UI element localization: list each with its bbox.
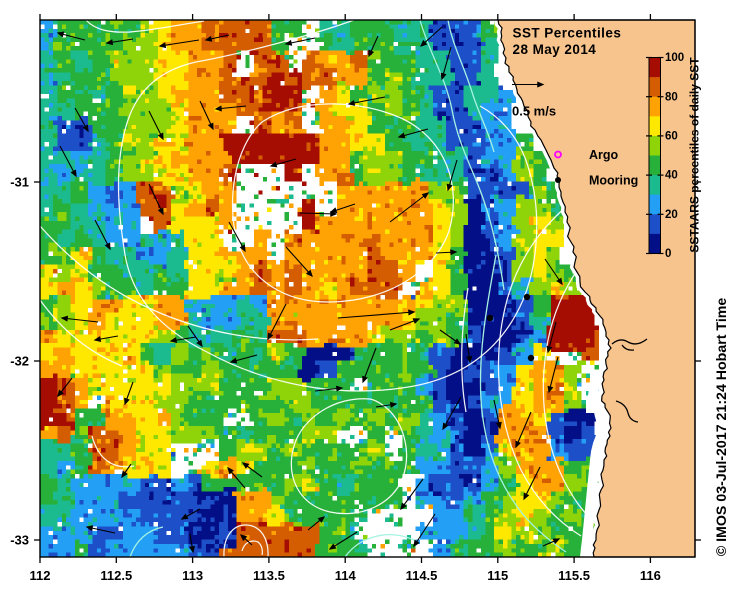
svg-text:40: 40 <box>665 170 678 182</box>
svg-text:© IMOS 03-Jul-2017 21:24 Hobar: © IMOS 03-Jul-2017 21:24 Hobart Time <box>714 298 730 557</box>
svg-text:0: 0 <box>665 248 671 260</box>
svg-text:SSTAARS percentiles of daily S: SSTAARS percentiles of daily SST <box>688 57 702 253</box>
svg-text:115.5: 115.5 <box>558 568 590 583</box>
svg-text:114: 114 <box>335 568 357 583</box>
svg-text:-32: -32 <box>10 354 29 369</box>
svg-text:Argo: Argo <box>589 148 619 162</box>
svg-text:114.5: 114.5 <box>406 568 438 583</box>
svg-text:113.5: 113.5 <box>253 568 285 583</box>
svg-text:113: 113 <box>182 568 203 583</box>
svg-text:-31: -31 <box>10 175 29 190</box>
svg-text:112.5: 112.5 <box>100 568 132 583</box>
svg-text:SST Percentiles: SST Percentiles <box>513 26 622 41</box>
svg-text:20: 20 <box>665 209 678 221</box>
svg-text:60: 60 <box>665 131 678 143</box>
svg-text:115: 115 <box>487 568 508 583</box>
svg-text:0.5 m/s: 0.5 m/s <box>512 104 556 119</box>
svg-text:116: 116 <box>640 568 661 583</box>
svg-text:80: 80 <box>665 91 678 103</box>
svg-text:100: 100 <box>665 52 684 64</box>
svg-text:Mooring: Mooring <box>589 174 638 188</box>
svg-text:112: 112 <box>30 568 51 583</box>
svg-text:28 May 2014: 28 May 2014 <box>513 42 597 57</box>
svg-text:-33: -33 <box>10 533 29 548</box>
